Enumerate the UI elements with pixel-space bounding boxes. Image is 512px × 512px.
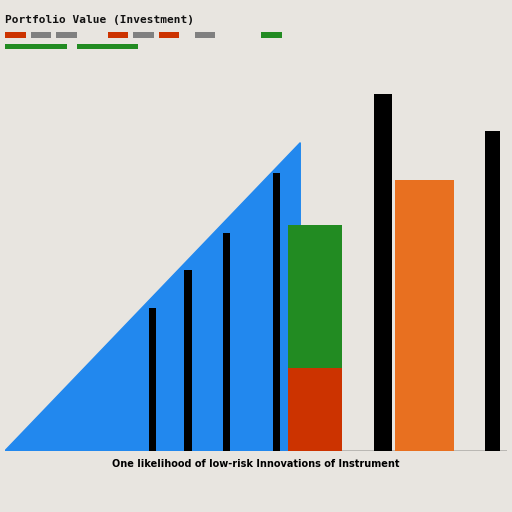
Bar [149,308,156,451]
Text: Portfolio Value (Investment): Portfolio Value (Investment) [5,15,194,26]
Bar [395,180,454,451]
Polygon shape [5,143,300,451]
X-axis label: One likelihood of low-risk Innovations of Instrument: One likelihood of low-risk Innovations o… [112,459,400,469]
Bar [288,225,342,368]
Bar [273,173,281,451]
Bar [374,94,392,451]
Bar [485,132,500,451]
Bar [223,233,230,451]
Bar [288,368,342,451]
Bar [184,270,192,451]
